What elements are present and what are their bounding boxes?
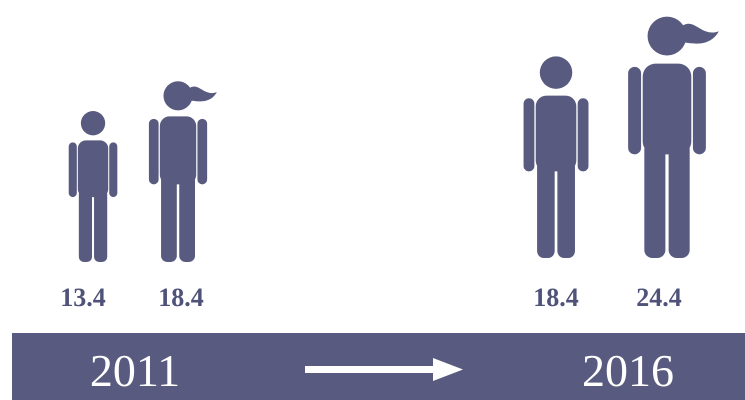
value-label: 24.4 [636, 283, 682, 312]
year-label: 2011 [90, 345, 180, 396]
boy-figure [523, 56, 589, 258]
boy-figure [68, 111, 118, 262]
figures [68, 17, 719, 262]
value-label: 13.4 [60, 283, 106, 312]
value-label: 18.4 [533, 283, 579, 312]
girl-figure [149, 81, 217, 262]
arrow [305, 358, 463, 381]
year-label: 2016 [582, 345, 674, 396]
value-label: 18.4 [158, 283, 204, 312]
girl-figure [628, 17, 719, 258]
